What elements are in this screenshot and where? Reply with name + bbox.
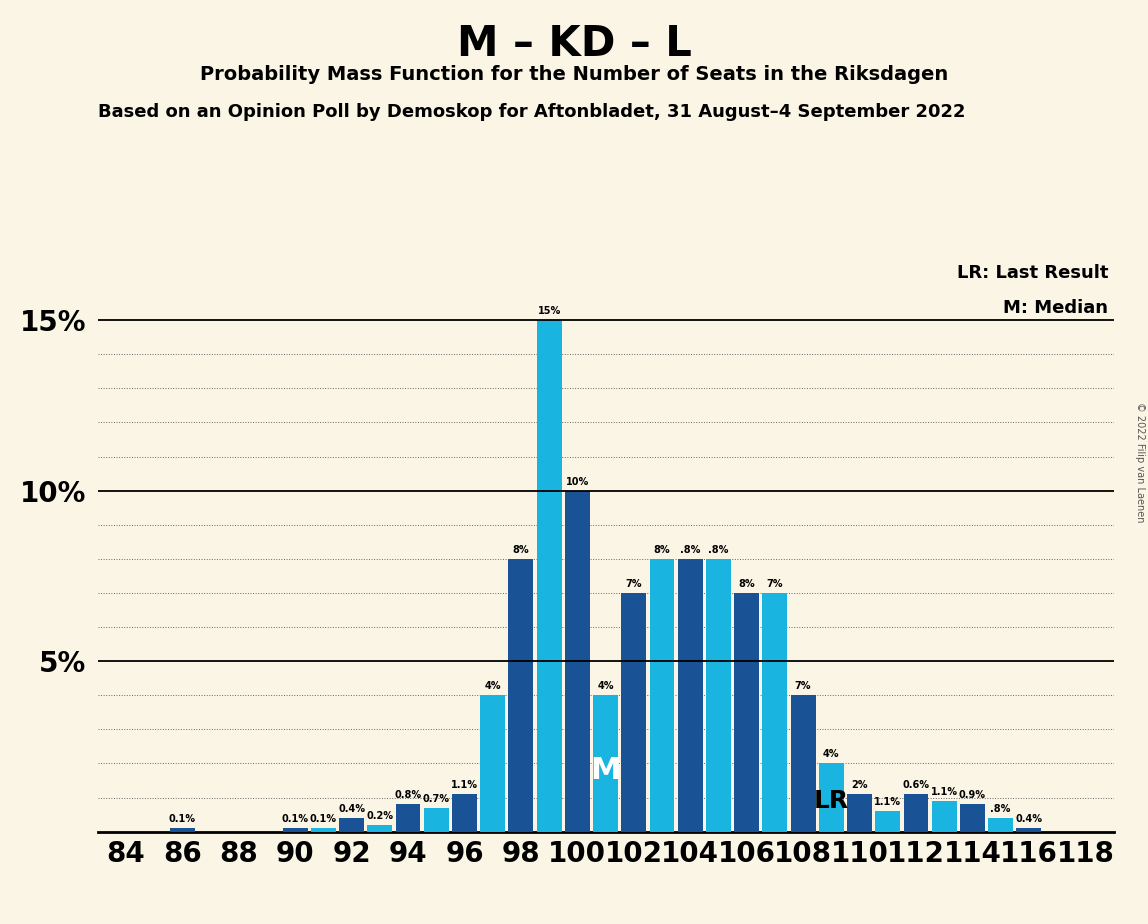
Bar — [480, 695, 505, 832]
Text: Based on an Opinion Poll by Demoskop for Aftonbladet, 31 August–4 September 2022: Based on an Opinion Poll by Demoskop for… — [98, 103, 965, 121]
Bar — [170, 828, 195, 832]
Bar — [1016, 828, 1041, 832]
Bar — [762, 593, 788, 832]
Bar — [847, 794, 872, 832]
Text: 7%: 7% — [626, 578, 642, 589]
Text: 0.1%: 0.1% — [310, 814, 336, 824]
Bar — [311, 828, 335, 832]
Text: 0.1%: 0.1% — [169, 814, 196, 824]
Text: 1.1%: 1.1% — [451, 780, 478, 790]
Bar — [735, 593, 759, 832]
Text: 0.8%: 0.8% — [395, 790, 421, 800]
Text: M – KD – L: M – KD – L — [457, 23, 691, 65]
Bar — [876, 811, 900, 832]
Bar — [621, 593, 646, 832]
Text: 7%: 7% — [767, 578, 783, 589]
Text: © 2022 Filip van Laenen: © 2022 Filip van Laenen — [1135, 402, 1145, 522]
Text: 10%: 10% — [566, 477, 589, 487]
Text: 1.1%: 1.1% — [875, 797, 901, 807]
Text: 4%: 4% — [597, 681, 614, 691]
Text: M: M — [590, 756, 621, 784]
Text: 0.1%: 0.1% — [281, 814, 309, 824]
Bar — [537, 320, 561, 832]
Text: M: Median: M: Median — [1003, 298, 1109, 317]
Text: 8%: 8% — [513, 545, 529, 554]
Bar — [791, 695, 815, 832]
Text: 0.9%: 0.9% — [959, 790, 986, 800]
Bar — [960, 804, 985, 832]
Bar — [903, 794, 929, 832]
Bar — [367, 825, 393, 832]
Bar — [565, 491, 590, 832]
Bar — [706, 559, 731, 832]
Text: LR: LR — [814, 789, 848, 813]
Text: 8%: 8% — [653, 545, 670, 554]
Text: LR: Last Result: LR: Last Result — [957, 264, 1109, 283]
Text: 8%: 8% — [738, 578, 755, 589]
Bar — [509, 559, 534, 832]
Text: .8%: .8% — [708, 545, 729, 554]
Text: Probability Mass Function for the Number of Seats in the Riksdagen: Probability Mass Function for the Number… — [200, 65, 948, 84]
Text: .8%: .8% — [680, 545, 700, 554]
Bar — [988, 818, 1013, 832]
Text: 1.1%: 1.1% — [931, 787, 957, 796]
Text: 7%: 7% — [794, 681, 812, 691]
Text: 4%: 4% — [823, 749, 839, 760]
Bar — [677, 559, 703, 832]
Bar — [282, 828, 308, 832]
Text: .8%: .8% — [991, 804, 1011, 814]
Bar — [396, 804, 420, 832]
Text: 0.6%: 0.6% — [902, 780, 930, 790]
Bar — [932, 801, 956, 832]
Bar — [339, 818, 364, 832]
Text: 15%: 15% — [537, 306, 560, 316]
Text: 0.2%: 0.2% — [366, 810, 394, 821]
Bar — [424, 808, 449, 832]
Bar — [650, 559, 674, 832]
Bar — [452, 794, 476, 832]
Text: 2%: 2% — [852, 780, 868, 790]
Text: 0.7%: 0.7% — [422, 794, 450, 804]
Text: 4%: 4% — [484, 681, 501, 691]
Text: 0.4%: 0.4% — [338, 804, 365, 814]
Text: 0.4%: 0.4% — [1015, 814, 1042, 824]
Bar — [819, 763, 844, 832]
Bar — [594, 695, 618, 832]
